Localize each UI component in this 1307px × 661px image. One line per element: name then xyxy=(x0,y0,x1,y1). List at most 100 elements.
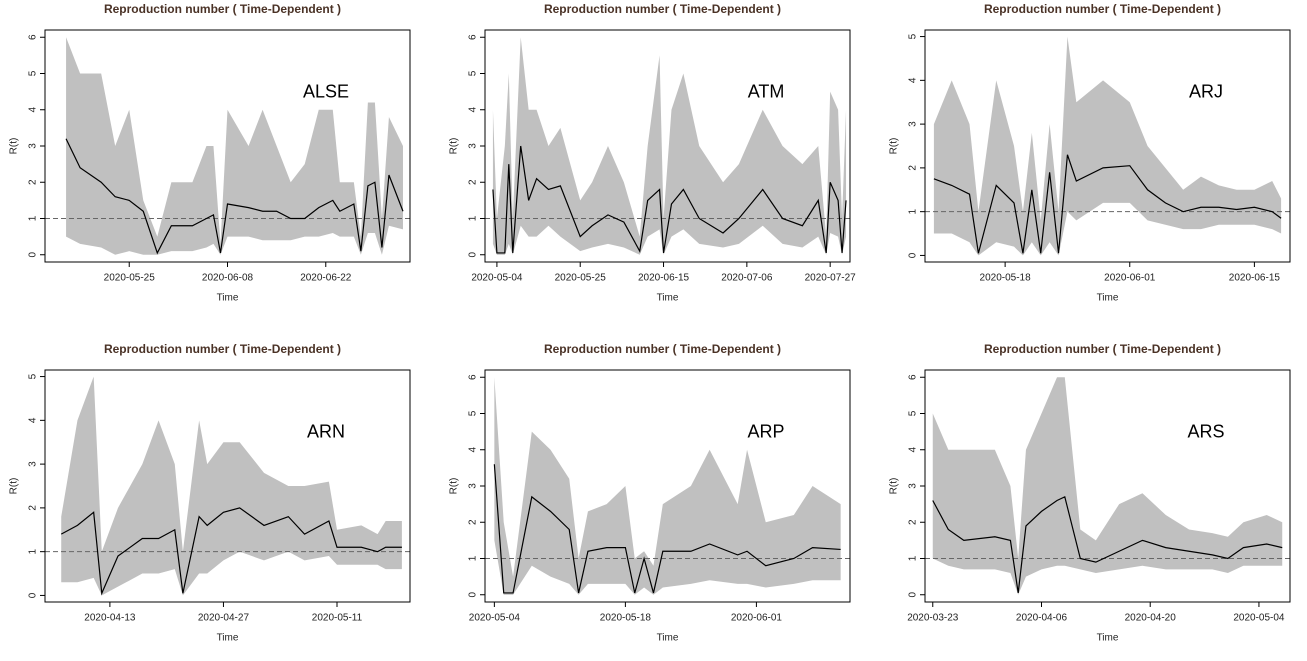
x-tick-label: 2020-04-13 xyxy=(84,613,136,624)
chart-title: Reproduction number ( Time-Dependent ) xyxy=(104,342,341,356)
confidence-band xyxy=(66,37,403,255)
y-tick-label: 3 xyxy=(28,143,39,149)
r-line xyxy=(492,145,847,254)
x-axis-label: Time xyxy=(1097,293,1119,304)
y-tick-label: 1 xyxy=(28,215,39,221)
y-axis-label: R(t) xyxy=(9,478,20,495)
chart-title: Reproduction number ( Time-Dependent ) xyxy=(984,2,1221,16)
y-tick-label: 5 xyxy=(28,373,39,379)
y-tick-label: 4 xyxy=(28,107,39,113)
annotation: ARP xyxy=(748,421,785,441)
r-line xyxy=(493,464,841,594)
y-axis-label: R(t) xyxy=(889,478,900,495)
x-tick-label: 2020-05-25 xyxy=(555,273,607,284)
x-tick-label: 2020-05-18 xyxy=(980,273,1032,284)
x-axis-label: Time xyxy=(1097,633,1119,644)
r-line xyxy=(65,138,404,255)
chart-title: Reproduction number ( Time-Dependent ) xyxy=(104,2,341,16)
x-axis-label: Time xyxy=(657,293,679,304)
x-tick-label: 2020-06-15 xyxy=(1229,273,1281,284)
x-tick-label: 2020-04-20 xyxy=(1125,613,1177,624)
y-tick-label: 3 xyxy=(28,461,39,467)
annotation: ARS xyxy=(1188,421,1225,441)
y-axis-label: R(t) xyxy=(889,138,900,155)
x-tick-label: 2020-04-06 xyxy=(1016,613,1068,624)
confidence-band xyxy=(932,377,1283,595)
chart-title: Reproduction number ( Time-Dependent ) xyxy=(544,2,781,16)
y-tick-label: 4 xyxy=(908,447,919,453)
y-tick-label: 2 xyxy=(468,179,479,185)
r-line xyxy=(60,507,402,596)
y-tick-label: 0 xyxy=(28,592,39,598)
y-tick-label: 4 xyxy=(28,417,39,423)
y-tick-label: 0 xyxy=(908,252,919,258)
y-tick-label: 2 xyxy=(468,519,479,525)
x-axis-label: Time xyxy=(217,633,239,644)
y-tick-label: 0 xyxy=(468,592,479,598)
y-tick-label: 2 xyxy=(28,505,39,511)
y-tick-label: 5 xyxy=(908,33,919,39)
y-tick-label: 0 xyxy=(908,592,919,598)
y-tick-label: 3 xyxy=(468,483,479,489)
plot-frame xyxy=(924,29,1291,263)
x-tick-label: 2020-05-11 xyxy=(312,613,363,624)
y-tick-label: 6 xyxy=(468,34,479,40)
y-tick-label: 2 xyxy=(908,165,919,171)
x-tick-label: 2020-05-18 xyxy=(600,613,652,624)
y-axis-label: R(t) xyxy=(9,138,20,155)
y-tick-label: 1 xyxy=(468,555,479,561)
annotation: ALSE xyxy=(303,81,349,101)
y-tick-label: 5 xyxy=(28,70,39,76)
x-tick-label: 2020-05-04 xyxy=(471,273,523,284)
y-tick-label: 6 xyxy=(28,34,39,40)
y-tick-label: 1 xyxy=(908,208,919,214)
x-tick-label: 2020-05-04 xyxy=(469,613,521,624)
y-tick-label: 1 xyxy=(908,555,919,561)
confidence-band xyxy=(933,36,1282,256)
chart-title: Reproduction number ( Time-Dependent ) xyxy=(544,342,781,356)
x-axis-label: Time xyxy=(657,633,679,644)
x-tick-label: 2020-05-25 xyxy=(104,273,156,284)
r-line xyxy=(932,496,1283,594)
y-tick-label: 5 xyxy=(468,410,479,416)
annotation: ARN xyxy=(307,421,345,441)
x-axis-label: Time xyxy=(217,293,239,304)
y-tick-label: 4 xyxy=(468,107,479,113)
y-tick-label: 1 xyxy=(28,548,39,554)
confidence-band xyxy=(492,37,847,255)
x-tick-label: 2020-06-01 xyxy=(1104,273,1156,284)
y-tick-label: 5 xyxy=(468,70,479,76)
y-tick-label: 2 xyxy=(28,179,39,185)
y-tick-label: 3 xyxy=(908,121,919,127)
y-tick-label: 6 xyxy=(468,374,479,380)
x-tick-label: 2020-04-27 xyxy=(198,613,250,624)
chart-title: Reproduction number ( Time-Dependent ) xyxy=(984,342,1221,356)
y-tick-label: 4 xyxy=(468,447,479,453)
y-tick-label: 4 xyxy=(908,77,919,83)
x-tick-label: 2020-06-15 xyxy=(638,273,690,284)
y-tick-label: 5 xyxy=(908,410,919,416)
annotation: ATM xyxy=(748,81,785,101)
y-axis-label: R(t) xyxy=(449,138,460,155)
confidence-band xyxy=(494,377,841,595)
y-tick-label: 2 xyxy=(908,519,919,525)
annotation: ARJ xyxy=(1189,81,1223,101)
y-tick-label: 6 xyxy=(908,374,919,380)
y-tick-label: 0 xyxy=(28,252,39,258)
x-tick-label: 2020-03-23 xyxy=(907,613,959,624)
plot-frame xyxy=(44,369,411,603)
r-line xyxy=(933,154,1282,254)
y-tick-label: 3 xyxy=(908,483,919,489)
x-tick-label: 2020-06-22 xyxy=(300,273,352,284)
y-tick-label: 1 xyxy=(468,215,479,221)
y-axis-label: R(t) xyxy=(449,478,460,495)
x-tick-label: 2020-06-01 xyxy=(731,613,783,624)
x-tick-label: 2020-07-06 xyxy=(721,273,773,284)
x-tick-label: 2020-05-04 xyxy=(1233,613,1285,624)
y-tick-label: 0 xyxy=(468,252,479,258)
x-tick-label: 2020-07-27 xyxy=(805,273,857,284)
confidence-band xyxy=(61,376,402,596)
x-tick-label: 2020-06-08 xyxy=(202,273,254,284)
y-tick-label: 3 xyxy=(468,143,479,149)
